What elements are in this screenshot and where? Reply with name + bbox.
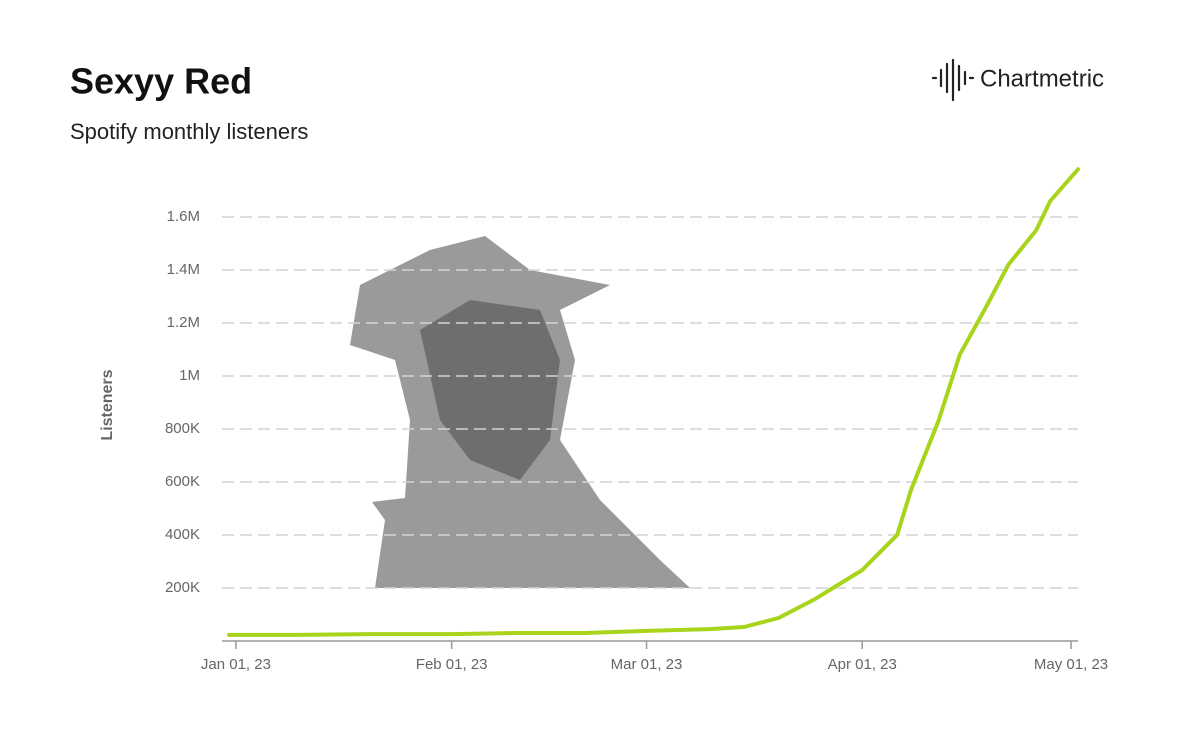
y-axis-label: Listeners bbox=[99, 369, 116, 440]
series-line bbox=[227, 167, 1080, 637]
x-tick-label: Mar 01, 23 bbox=[611, 656, 683, 673]
x-tick-label: May 01, 23 bbox=[1034, 656, 1108, 673]
y-tick-label: 1.6M bbox=[167, 208, 200, 225]
y-tick-label: 1M bbox=[179, 367, 200, 384]
y-tick-label: 200K bbox=[165, 579, 200, 596]
brand-logo bbox=[931, 58, 975, 102]
chart-title: Sexyy Red bbox=[70, 61, 252, 102]
brand-name: Chartmetric bbox=[980, 65, 1104, 92]
y-tick-label: 1.2M bbox=[167, 314, 200, 331]
y-tick-label: 400K bbox=[165, 526, 200, 543]
y-tick-label: 1.4M bbox=[167, 261, 200, 278]
chart-subtitle: Spotify monthly listeners bbox=[70, 119, 308, 144]
x-tick-label: Apr 01, 23 bbox=[828, 656, 897, 673]
x-tick-label: Jan 01, 23 bbox=[201, 656, 271, 673]
y-tick-label: 600K bbox=[165, 473, 200, 490]
x-tick-label: Feb 01, 23 bbox=[416, 656, 488, 673]
y-tick-label: 800K bbox=[165, 420, 200, 437]
artist-photo bbox=[350, 236, 690, 588]
